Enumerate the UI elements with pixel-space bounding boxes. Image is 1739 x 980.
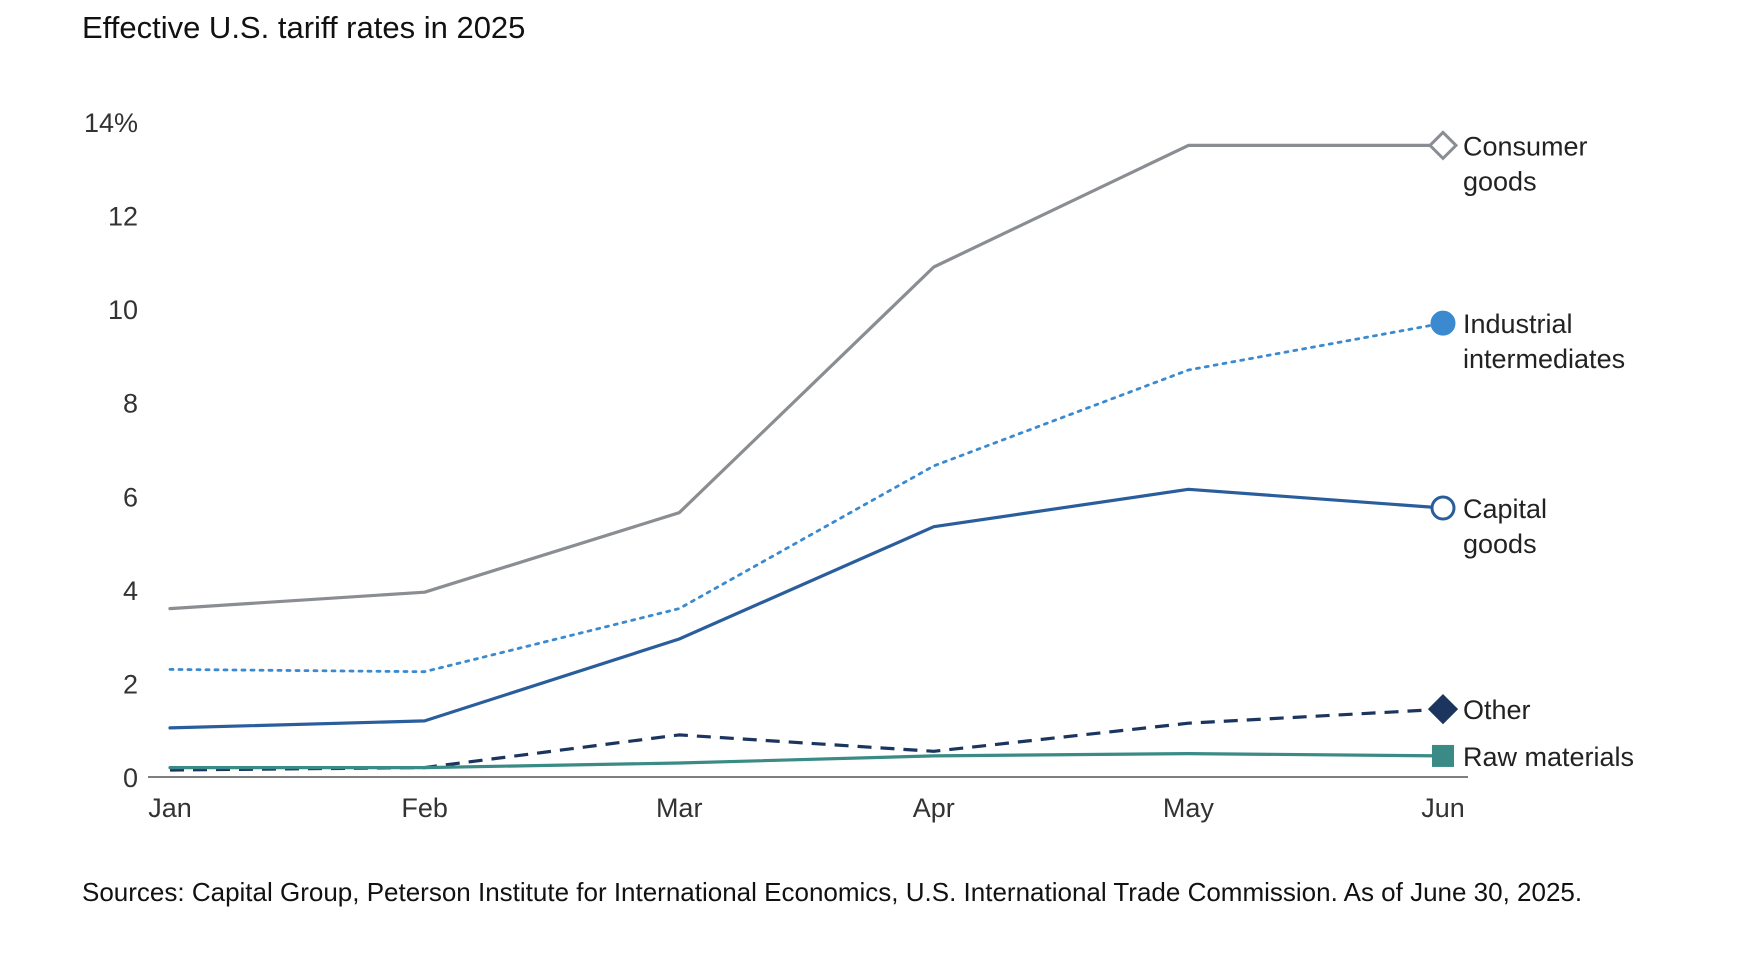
x-tick-label: May (1163, 793, 1215, 823)
x-tick-label: Feb (401, 793, 448, 823)
y-tick-label: 10 (108, 295, 138, 325)
y-tick-label: 6 (123, 482, 138, 512)
y-tick-label: 0 (123, 763, 138, 793)
source-note: Sources: Capital Group, Peterson Institu… (82, 877, 1583, 907)
x-tick-label: Jun (1421, 793, 1465, 823)
marker-other (1427, 694, 1459, 725)
marker-industrial-intermediates (1430, 310, 1456, 336)
x-tick-label: Apr (913, 793, 955, 823)
x-axis-ticks: Jan Feb Mar Apr May Jun (148, 793, 1465, 823)
series-end-markers (1427, 130, 1459, 767)
series-lines (168, 143, 1445, 772)
marker-consumer-goods (1427, 130, 1459, 161)
y-tick-label: 8 (123, 389, 138, 419)
series-label-industrial-intermediates: Industrial intermediates (1463, 309, 1625, 374)
series-label-consumer-goods: Consumer goods (1463, 131, 1588, 196)
series-line-consumer-goods (168, 143, 1445, 611)
series-line-capital-goods (168, 487, 1445, 730)
x-tick-label: Jan (148, 793, 192, 823)
y-tick-label: 14% (84, 108, 138, 138)
y-tick-label: 12 (108, 202, 138, 232)
marker-capital-goods (1430, 495, 1456, 521)
series-line-industrial-intermediates (168, 321, 1445, 674)
line-chart: 0 2 4 6 8 10 12 14% Jan Feb Mar Apr May Jun Consumer… (84, 108, 1634, 823)
series-line-raw-materials (168, 751, 1445, 770)
series-label-capital-goods: Capital goods (1463, 494, 1547, 559)
y-tick-label: 4 (123, 576, 138, 606)
series-label-raw-materials: Raw materials (1463, 742, 1634, 772)
series-label-other: Other (1463, 695, 1531, 725)
marker-raw-materials (1432, 744, 1454, 767)
series-labels: Consumer goods Industrial intermediates Capi… (1463, 131, 1634, 772)
y-tick-label: 2 (123, 669, 138, 699)
y-axis-ticks: 0 2 4 6 8 10 12 14% (84, 108, 138, 793)
chart-title: Effective U.S. tariff rates in 2025 (82, 10, 526, 45)
x-tick-label: Mar (656, 793, 703, 823)
